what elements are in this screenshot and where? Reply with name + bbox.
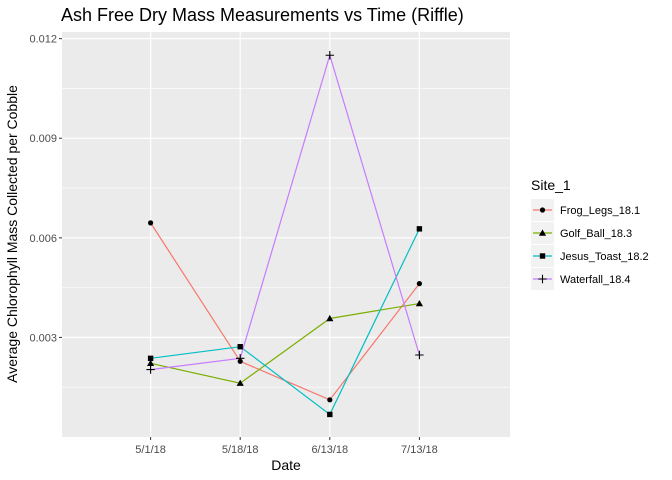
data-point bbox=[147, 355, 154, 362]
data-point bbox=[236, 379, 244, 386]
series-line bbox=[150, 53, 420, 371]
data-point bbox=[415, 299, 423, 307]
x-tick-label: 5/1/18 bbox=[135, 444, 166, 456]
legend-marker bbox=[538, 274, 547, 284]
legend-title: Site_1 bbox=[531, 177, 571, 193]
legend-marker bbox=[539, 253, 546, 259]
legend-marker bbox=[538, 229, 547, 236]
y-tick-label: 0.003 bbox=[29, 332, 57, 344]
data-point bbox=[326, 314, 334, 322]
series-Jesus_Toast_18.2 bbox=[150, 228, 420, 416]
data-point bbox=[237, 344, 243, 350]
series-line bbox=[150, 302, 420, 384]
legend-label: Frog_Legs_18.1 bbox=[560, 205, 640, 217]
data-point bbox=[236, 354, 245, 363]
series-points-Frog_Legs_18.1 bbox=[148, 220, 422, 403]
series-points-Jesus_Toast_18.2 bbox=[147, 226, 423, 418]
series-points-Golf_Ball_18.3 bbox=[147, 299, 423, 386]
data-point bbox=[325, 51, 334, 60]
x-axis: 5/1/18 5/18/18 6/13/18 7/13/18 bbox=[135, 437, 438, 456]
legend-label: Jesus_Toast_18.2 bbox=[560, 251, 649, 263]
legend-marker bbox=[539, 207, 546, 213]
y-tick-label: 0.009 bbox=[29, 133, 57, 145]
data-point bbox=[146, 365, 155, 374]
legend-item: Golf_Ball_18.3 bbox=[531, 222, 632, 244]
series-Golf_Ball_18.3 bbox=[150, 302, 420, 384]
plot-panel bbox=[62, 32, 510, 437]
grid-lines bbox=[62, 32, 510, 437]
series-line bbox=[150, 228, 420, 416]
legend-label: Waterfall_18.4 bbox=[560, 274, 631, 286]
y-axis: 0.003 0.006 0.009 0.012 bbox=[29, 34, 62, 344]
data-point bbox=[416, 226, 423, 232]
data-point bbox=[147, 359, 155, 367]
x-tick-label: 5/18/18 bbox=[222, 444, 259, 456]
data-point bbox=[327, 397, 333, 403]
legend: Site_1 Frog_Legs_18.1 Golf_Ball_18.3 Jesus… bbox=[531, 177, 649, 290]
data-point bbox=[148, 220, 154, 226]
x-tick-label: 6/13/18 bbox=[311, 444, 348, 456]
y-axis-title: Average Chlorophyll Mass Collected per C… bbox=[4, 85, 20, 383]
series-layer bbox=[146, 51, 424, 418]
data-point bbox=[415, 350, 424, 360]
legend-label: Golf_Ball_18.3 bbox=[560, 228, 632, 240]
y-tick-label: 0.012 bbox=[29, 34, 57, 46]
legend-item: Jesus_Toast_18.2 bbox=[531, 245, 649, 267]
legend-item: Waterfall_18.4 bbox=[531, 268, 631, 290]
data-point bbox=[416, 281, 422, 287]
x-axis-title: Date bbox=[271, 457, 301, 473]
data-point bbox=[327, 411, 333, 418]
y-tick-label: 0.006 bbox=[29, 233, 57, 245]
x-tick-label: 7/13/18 bbox=[401, 444, 438, 456]
series-Waterfall_18.4 bbox=[150, 53, 420, 371]
series-points-Waterfall_18.4 bbox=[146, 51, 424, 374]
legend-item: Frog_Legs_18.1 bbox=[531, 199, 640, 221]
chart-title: Ash Free Dry Mass Measurements vs Time (… bbox=[61, 5, 464, 25]
